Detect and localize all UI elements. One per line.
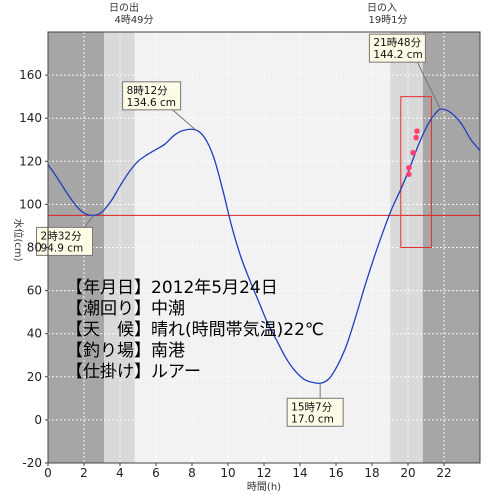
x-tick-label: 14	[292, 466, 307, 480]
x-tick-label: 4	[116, 466, 124, 480]
x-tick-label: 0	[44, 466, 52, 480]
catch-markers	[406, 128, 420, 178]
callout-box	[36, 226, 94, 256]
x-axis-ticks: 0 2 4 6 8 10 12 14 16 18 20 22	[44, 463, 452, 480]
callout-time: 21時48分	[373, 37, 421, 49]
fishing-time-window	[400, 96, 432, 249]
y-tick-label: -20	[22, 456, 42, 470]
sunset-label: 日の入	[367, 3, 397, 14]
y-tick-label: 20	[27, 370, 42, 384]
fishing-info-panel: 【年月日】2012年5月24日 【潮回り】中潮 【天 候】晴れ(時間帯気温)22…	[66, 278, 324, 383]
callout-box	[122, 81, 182, 111]
x-tick-label: 10	[220, 466, 235, 480]
callout-pointer	[84, 215, 94, 228]
x-tick-label: 8	[188, 466, 196, 480]
x-tick-label: 18	[364, 466, 379, 480]
callout-time: 15時7分	[291, 401, 333, 413]
catch-marker	[406, 171, 412, 178]
y-tick-label: 40	[27, 327, 42, 341]
callout-box	[368, 33, 426, 63]
x-tick-label: 22	[436, 466, 451, 480]
callout-box	[286, 397, 344, 427]
y-tick-label: 100	[19, 197, 42, 211]
info-spot: 【釣り場】南港	[66, 341, 185, 361]
x-tick-label: 12	[256, 466, 271, 480]
info-tackle: 【仕掛け】ルアー	[66, 362, 201, 382]
y-tick-label: 60	[27, 284, 42, 298]
sunrise-time: 4時49分	[114, 14, 153, 26]
tide-series-line	[47, 108, 481, 385]
y-tick-label: 0	[34, 413, 42, 427]
callout-pointer	[172, 109, 196, 131]
grid-lines	[47, 32, 480, 464]
y-tick-label: 120	[19, 154, 42, 168]
y-tick-label: 80	[27, 241, 42, 255]
callout-time: 2時32分	[41, 230, 83, 242]
info-weather: 【天 候】晴れ(時間帯気温)22℃	[66, 320, 324, 340]
x-axis-title: 時間(h)	[247, 481, 281, 493]
info-date: 【年月日】2012年5月24日	[66, 278, 278, 298]
callout-level: 134.6 cm	[127, 97, 176, 109]
y-tick-label: 160	[19, 68, 42, 82]
catch-marker	[410, 149, 416, 156]
sunrise-label: 日の出	[109, 1, 139, 14]
info-tide: 【潮回り】中潮	[66, 299, 185, 319]
catch-marker	[413, 134, 419, 141]
y-axis-title: 水位(cm)	[12, 218, 25, 261]
y-axis-ticks: -20 0 20 40 60 80 100 120 140 160	[19, 68, 48, 470]
callout-level: 144.2 cm	[373, 49, 422, 61]
x-tick-label: 16	[328, 466, 343, 480]
catch-marker	[406, 164, 412, 171]
x-tick-label: 20	[400, 466, 415, 480]
y-tick-label: 140	[19, 111, 42, 125]
x-tick-label: 2	[80, 466, 88, 480]
callout-pointer	[416, 61, 441, 110]
callout-level: 94.9 cm	[41, 242, 84, 254]
catch-marker	[414, 128, 420, 134]
x-tick-label: 6	[152, 466, 160, 480]
sunset-time: 19時1分	[368, 14, 407, 26]
callout-time: 8時12分	[127, 85, 169, 97]
callout-level: 17.0 cm	[291, 413, 334, 425]
